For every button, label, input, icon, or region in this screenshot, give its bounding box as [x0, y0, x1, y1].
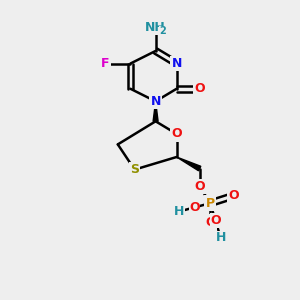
Text: O: O — [171, 128, 182, 140]
Text: H: H — [173, 205, 184, 218]
Polygon shape — [177, 157, 201, 171]
Text: F: F — [101, 57, 110, 70]
Text: NH: NH — [145, 21, 166, 34]
Text: N: N — [171, 57, 182, 70]
Text: O: O — [194, 82, 205, 95]
Text: N: N — [150, 95, 161, 108]
Text: 2: 2 — [159, 26, 166, 36]
Text: H: H — [215, 231, 226, 244]
Text: S: S — [130, 163, 139, 176]
Polygon shape — [153, 101, 158, 121]
Text: P: P — [206, 197, 215, 210]
Text: O: O — [210, 214, 221, 227]
Text: O: O — [205, 216, 215, 229]
Text: O: O — [194, 180, 205, 193]
Text: O: O — [228, 189, 238, 202]
Text: O: O — [189, 201, 200, 214]
